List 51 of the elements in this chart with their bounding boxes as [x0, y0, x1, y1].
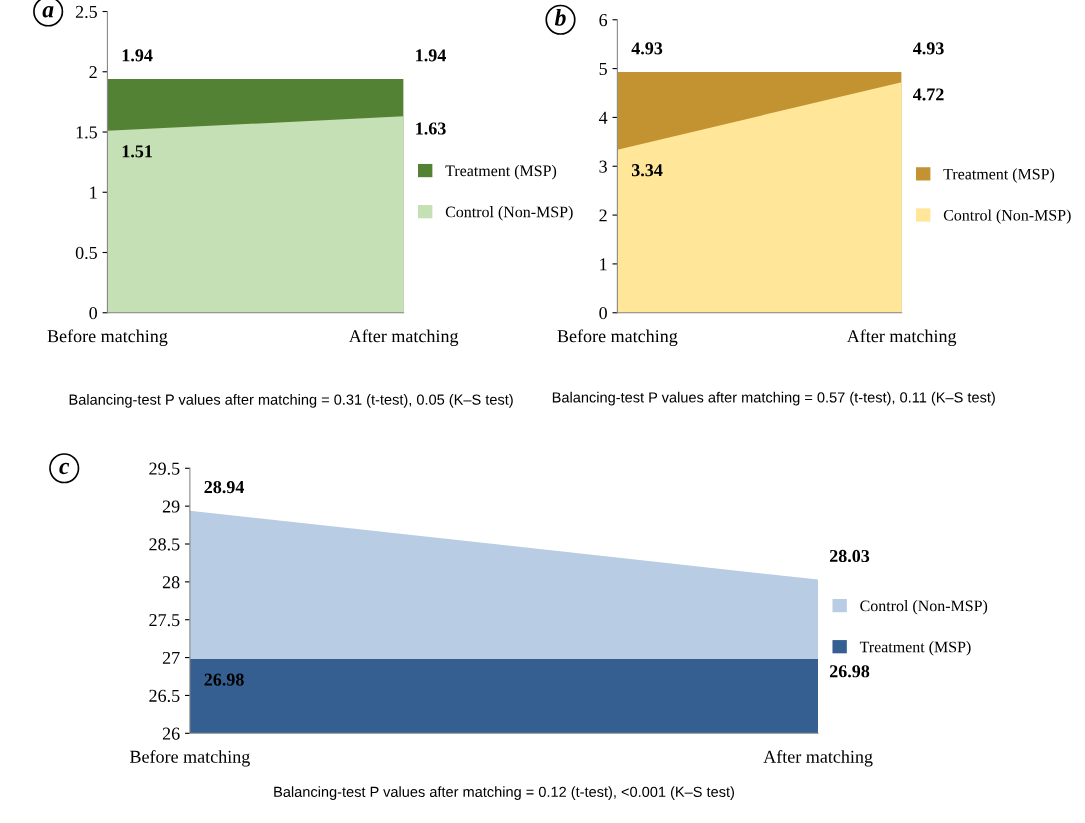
y-tick-label: 1	[90, 186, 97, 199]
y-tick-label: 29	[162, 500, 180, 513]
text: Balancing-test P values after matching = 0.57 (t-test), 0.11 (K–S test)	[552, 391, 995, 406]
legend-label: Treatment (MSP)	[859, 641, 971, 656]
y-tick-label: 0	[89, 307, 97, 320]
data-label: 4.93	[912, 42, 944, 55]
text: Balancing-test P values after matching = 0.31 (t-test), 0.05 (K–S test)	[69, 394, 513, 408]
y-tick-label: 28.5	[149, 538, 180, 551]
text: Balancing-test P values after matching = 0.12 (t-test), <0.001 (K–S test)	[274, 786, 734, 800]
legend-label: Treatment (MSP)	[943, 168, 1055, 183]
chart-title: a	[42, 6, 54, 18]
legend-label: Treatment (MSP)	[445, 164, 557, 180]
legend-label: Control (Non-MSP)	[860, 600, 988, 615]
y-tick-label: 6	[599, 14, 608, 27]
x-tick-label: Before matching	[47, 329, 168, 347]
x-tick-label: After matching	[846, 329, 957, 347]
data-label: 26.98	[204, 673, 244, 686]
x-tick-label: After matching	[348, 329, 459, 347]
data-label: 1.51	[122, 145, 152, 158]
data-label: 1.94	[416, 49, 446, 62]
data-label: 28.94	[204, 480, 245, 494]
data-label: 4.93	[631, 42, 663, 55]
y-tick-label: 1.5	[76, 126, 97, 139]
x-tick-label: Before matching	[129, 749, 250, 767]
y-tick-label: 2	[599, 209, 607, 222]
x-tick-label: Before matching	[557, 329, 678, 347]
y-tick-label: 28	[162, 576, 180, 589]
y-tick-label: 2.5	[75, 5, 97, 19]
y-tick-label: 3	[599, 160, 607, 173]
y-tick-label: 26	[162, 727, 180, 740]
y-tick-label: 4	[598, 111, 608, 124]
y-tick-label: 5	[599, 63, 607, 76]
y-tick-label: 0	[599, 307, 607, 320]
y-tick-label: 1	[600, 258, 607, 271]
legend-label: Control (Non-MSP)	[445, 206, 573, 221]
legend-label: Control (Non-MSP)	[943, 209, 1071, 224]
data-label: 1.94	[122, 49, 153, 62]
chart-title: c	[59, 462, 70, 475]
x-tick-label: After matching	[763, 749, 873, 767]
data-label: 3.34	[631, 164, 663, 177]
y-tick-label: 27.5	[149, 614, 180, 627]
data-label: 4.72	[912, 88, 944, 101]
data-label: 1.63	[416, 122, 446, 135]
y-tick-label: 0.5	[75, 246, 97, 260]
y-tick-label: 2	[89, 66, 97, 79]
data-label: 26.98	[829, 665, 870, 678]
y-tick-label: 29.5	[149, 462, 180, 475]
y-tick-label: 27	[162, 651, 180, 664]
data-label: 28.03	[829, 549, 870, 563]
chart-title: b	[554, 9, 566, 26]
y-tick-label: 26.5	[149, 689, 180, 702]
